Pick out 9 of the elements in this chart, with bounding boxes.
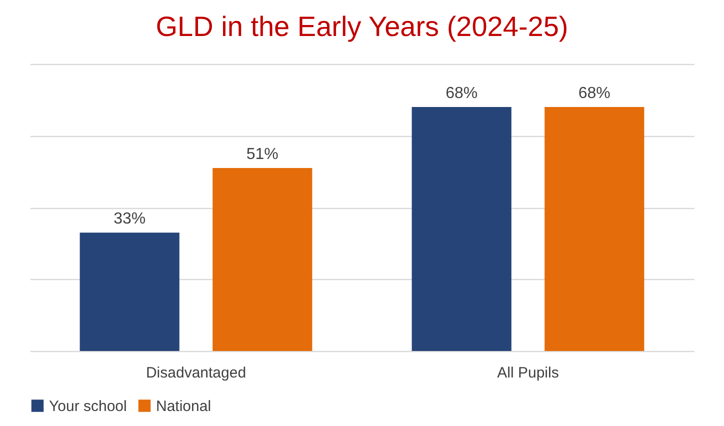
x-tick-label: All Pupils	[497, 364, 559, 382]
data-label: 68%	[446, 85, 478, 102]
x-tick-label: Disadvantaged	[146, 364, 246, 382]
legend-label: National	[156, 398, 212, 415]
data-label: 68%	[578, 85, 610, 102]
chart-title: GLD in the Early Years (2024-25)	[156, 11, 568, 42]
data-label: 51%	[246, 146, 278, 164]
data-label: 33%	[114, 210, 146, 228]
legend-label: Your school	[49, 398, 127, 415]
